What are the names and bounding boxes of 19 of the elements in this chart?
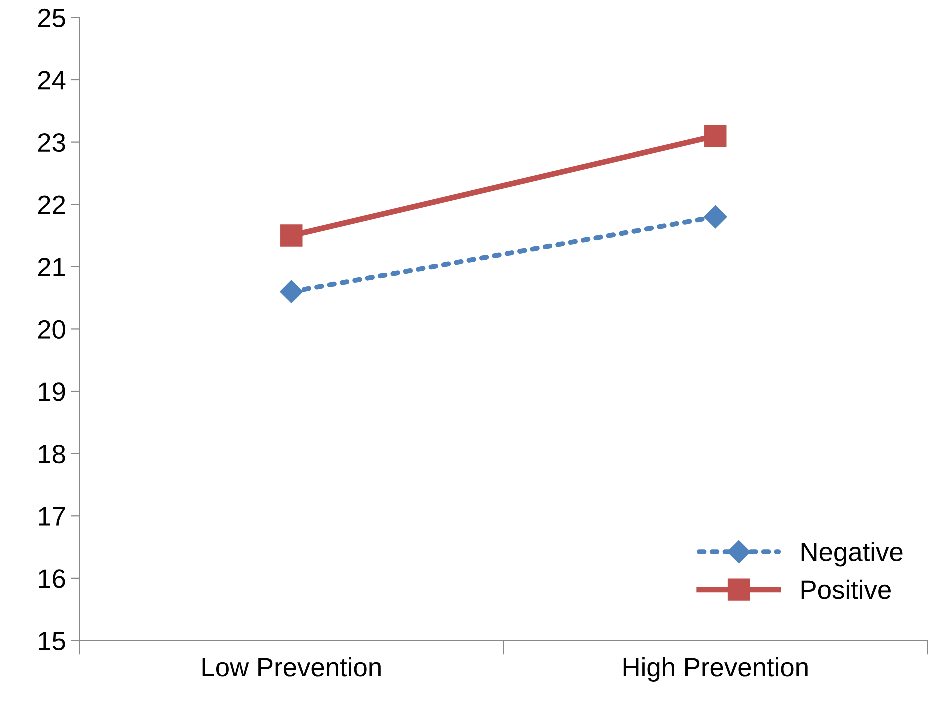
y-tick-label: 19 bbox=[39, 382, 66, 402]
point bbox=[280, 224, 303, 247]
legend-label: Negative bbox=[802, 542, 903, 567]
point bbox=[704, 124, 727, 148]
y-tick-label: 24 bbox=[38, 71, 66, 90]
y-tick-label: 15 bbox=[39, 632, 66, 651]
x-tick-label: Low Prevention bbox=[202, 657, 381, 677]
point bbox=[704, 206, 728, 229]
y-tick-label: 22 bbox=[38, 196, 66, 214]
legend-label: Positive bbox=[802, 580, 891, 600]
y-tick-label: 23 bbox=[38, 133, 66, 152]
y-tick-label: 25 bbox=[38, 8, 66, 28]
y-tick-label: 18 bbox=[39, 444, 66, 464]
x-tick-label: High Prevention bbox=[624, 657, 808, 682]
point bbox=[280, 280, 304, 304]
y-tick-label: 17 bbox=[39, 508, 66, 526]
y-tick-label: 20 bbox=[38, 320, 66, 340]
y-tick-label: 16 bbox=[39, 570, 66, 588]
y-tick-label: 21 bbox=[38, 258, 66, 276]
